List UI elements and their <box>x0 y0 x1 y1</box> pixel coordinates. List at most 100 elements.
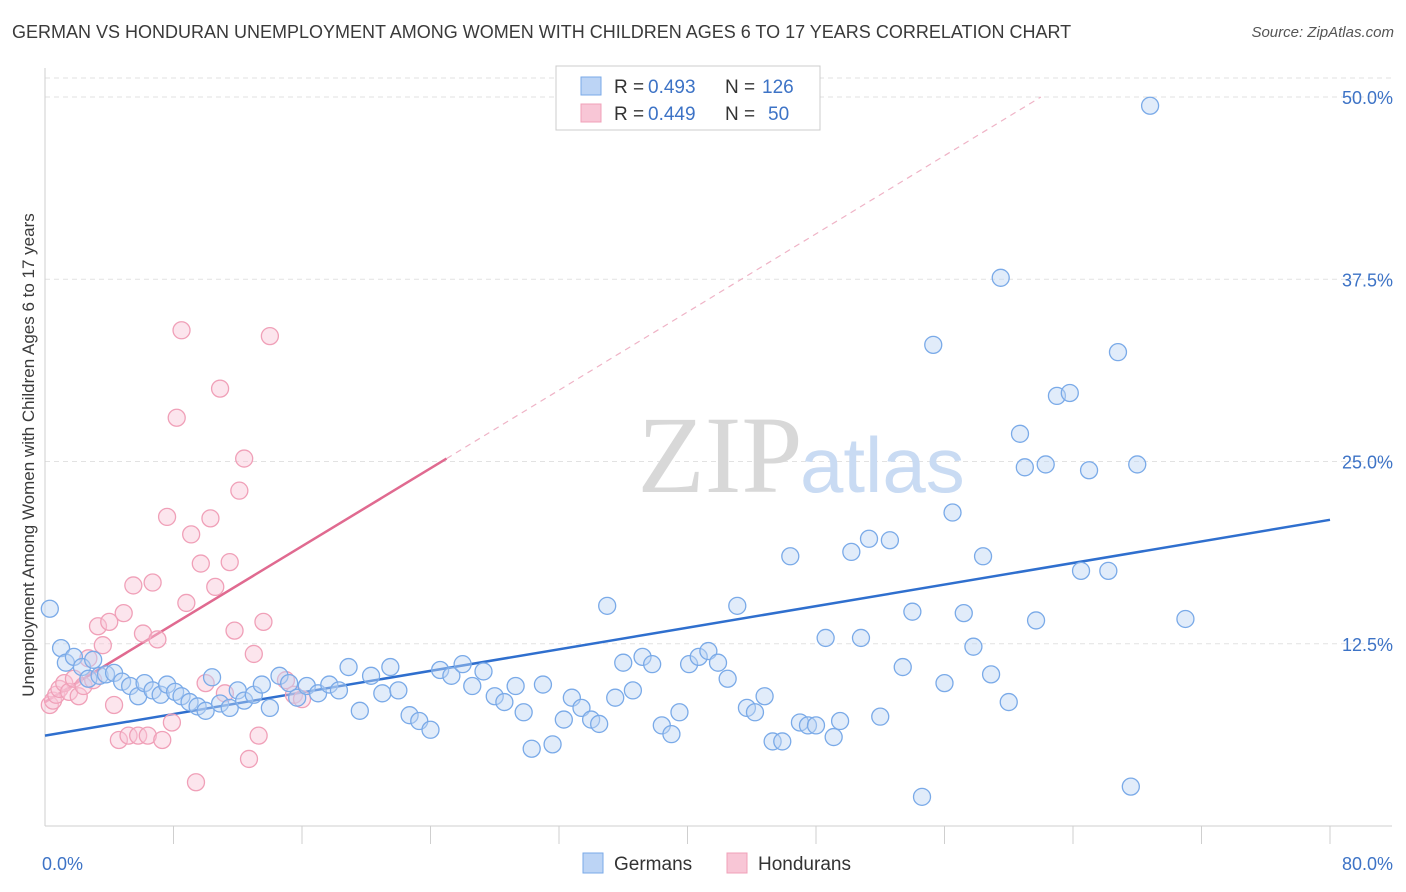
german-point <box>851 628 871 648</box>
german-point <box>903 602 922 621</box>
honduran-point <box>119 726 138 745</box>
bottom-legend-honduran-swatch <box>726 852 748 874</box>
legend-honduran-n-label: N = <box>725 104 755 125</box>
german-point <box>1036 455 1055 474</box>
y-tick-label: 37.5% <box>1342 270 1393 290</box>
german-point <box>824 727 843 747</box>
german-point <box>51 638 71 658</box>
honduran-trend-extension <box>446 96 1042 460</box>
german-point <box>816 628 835 648</box>
german-point <box>235 691 254 710</box>
german-point <box>598 596 617 615</box>
german-point <box>1176 609 1195 629</box>
german-point <box>842 542 861 562</box>
german-point <box>964 637 983 656</box>
honduran-point <box>260 326 280 346</box>
german-point <box>361 666 381 685</box>
x-tick-min: 0.0% <box>42 854 83 874</box>
honduran-point <box>55 673 74 693</box>
german-point <box>699 641 718 661</box>
watermark-zip: ZIP <box>638 394 803 516</box>
german-point <box>935 673 954 693</box>
german-point <box>506 676 525 696</box>
german-point <box>745 703 765 722</box>
german-point <box>763 732 782 751</box>
german-point <box>442 666 461 685</box>
german-point <box>590 714 609 734</box>
german-point <box>220 698 239 718</box>
german-point <box>495 692 514 712</box>
german-point <box>453 655 472 674</box>
german-point <box>196 701 215 720</box>
german-point <box>973 547 993 566</box>
german-point <box>606 688 625 707</box>
y-tick-label: 12.5% <box>1342 635 1393 655</box>
german-point <box>981 665 1001 684</box>
german-point <box>329 681 349 700</box>
german-trend-line <box>44 518 1331 737</box>
german-point <box>1099 561 1118 580</box>
y-tick-label: 50.0% <box>1342 88 1393 108</box>
honduran-point <box>100 612 119 632</box>
german-point <box>202 668 222 687</box>
honduran-point <box>167 408 186 427</box>
german-point <box>708 653 728 672</box>
legend-honduran-n: 50 <box>768 104 789 125</box>
legend-german-n-label: N = <box>725 77 755 98</box>
honduran-point <box>254 612 273 632</box>
german-point <box>421 720 440 739</box>
german-point <box>485 687 504 706</box>
honduran-point <box>172 321 191 340</box>
german-point <box>463 676 482 696</box>
german-point <box>859 529 879 548</box>
german-point <box>514 703 533 722</box>
german-point <box>614 653 633 672</box>
german-point <box>773 732 792 751</box>
honduran-point <box>201 509 220 528</box>
honduran-point <box>210 379 230 398</box>
watermark-atlas: atlas <box>800 421 965 509</box>
german-point <box>871 707 890 726</box>
german-point <box>755 687 774 706</box>
legend-german-r-label: R = <box>614 77 644 98</box>
german-point <box>430 660 450 680</box>
german-point <box>270 666 289 685</box>
bottom-legend-german-swatch <box>582 852 604 874</box>
honduran-point <box>157 507 177 527</box>
german-point <box>1140 96 1160 115</box>
german-point <box>670 703 689 722</box>
german-point <box>728 596 747 615</box>
honduran-point <box>177 593 196 613</box>
german-point <box>72 657 92 677</box>
german-point <box>522 739 541 758</box>
german-point <box>999 692 1018 712</box>
german-point <box>893 657 912 677</box>
german-point <box>912 787 932 806</box>
honduran-point <box>129 726 148 745</box>
bottom-legend-honduran: Hondurans <box>758 854 851 875</box>
honduran-point <box>138 726 157 745</box>
german-point <box>288 688 307 707</box>
honduran-point <box>109 730 129 750</box>
german-point <box>830 711 850 731</box>
german-point <box>643 655 662 674</box>
german-point <box>210 694 230 713</box>
source-label: Source: ZipAtlas.com <box>1251 24 1394 41</box>
german-point <box>90 666 109 685</box>
legend: R = 0.493 N = 126 R = 0.449 N = 50 <box>555 65 821 131</box>
legend-honduran-swatch <box>580 103 602 123</box>
german-point <box>991 268 1010 287</box>
honduran-point <box>69 687 88 706</box>
german-point <box>260 698 280 718</box>
german-point <box>543 735 562 754</box>
german-point <box>350 701 369 720</box>
german-point <box>389 681 408 700</box>
legend-german-swatch <box>580 76 602 96</box>
honduran-point <box>220 552 239 572</box>
honduran-point <box>162 713 182 732</box>
bottom-legend: Germans Hondurans <box>582 852 851 875</box>
german-point <box>679 655 699 674</box>
german-point <box>943 503 962 522</box>
german-point <box>474 662 493 681</box>
